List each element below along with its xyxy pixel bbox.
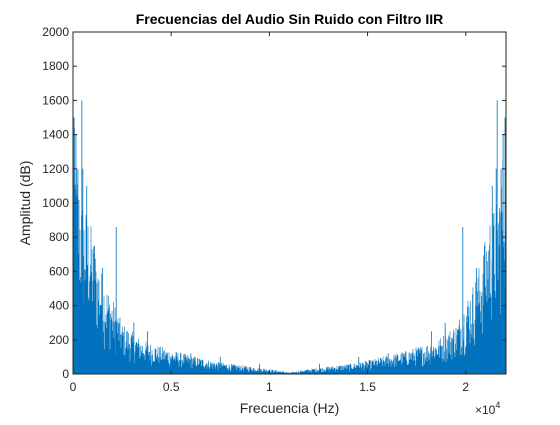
y-axis-title: Amplitud (dB) <box>17 161 33 246</box>
plot-area <box>73 32 506 374</box>
y-tick-label: 1200 <box>42 162 69 176</box>
y-tick-label: 800 <box>49 230 69 244</box>
x-tick-label: 0 <box>70 380 77 394</box>
spectrum-series-fill <box>73 126 506 374</box>
y-axis-ticks: 0 200 400 600 800 1000 1200 1400 1600 1800 2000 <box>42 25 506 381</box>
x-exponent-base: ×10 <box>475 403 496 417</box>
chart-title: Frecuencias del Audio Sin Ruido con Filt… <box>136 11 444 27</box>
x-tick-label: 1.5 <box>359 380 376 394</box>
x-tick-label: 2 <box>462 380 469 394</box>
x-exponent-label: ×104 <box>475 400 500 417</box>
y-tick-label: 200 <box>49 333 69 347</box>
x-exponent-power: 4 <box>495 400 500 410</box>
y-tick-label: 1400 <box>42 128 69 142</box>
y-tick-label: 400 <box>49 299 69 313</box>
y-tick-label: 1000 <box>42 196 69 210</box>
x-tick-label: 0.5 <box>163 380 180 394</box>
y-tick-label: 600 <box>49 264 69 278</box>
y-tick-label: 0 <box>62 367 69 381</box>
x-tick-label: 1 <box>266 380 273 394</box>
y-tick-label: 1600 <box>42 93 69 107</box>
x-axis-ticks: 0 0.5 1 1.5 2 <box>70 32 469 394</box>
axes-background <box>73 32 506 374</box>
y-tick-label: 1800 <box>42 59 69 73</box>
y-tick-label: 2000 <box>42 25 69 39</box>
x-axis-title: Frecuencia (Hz) <box>240 400 340 416</box>
